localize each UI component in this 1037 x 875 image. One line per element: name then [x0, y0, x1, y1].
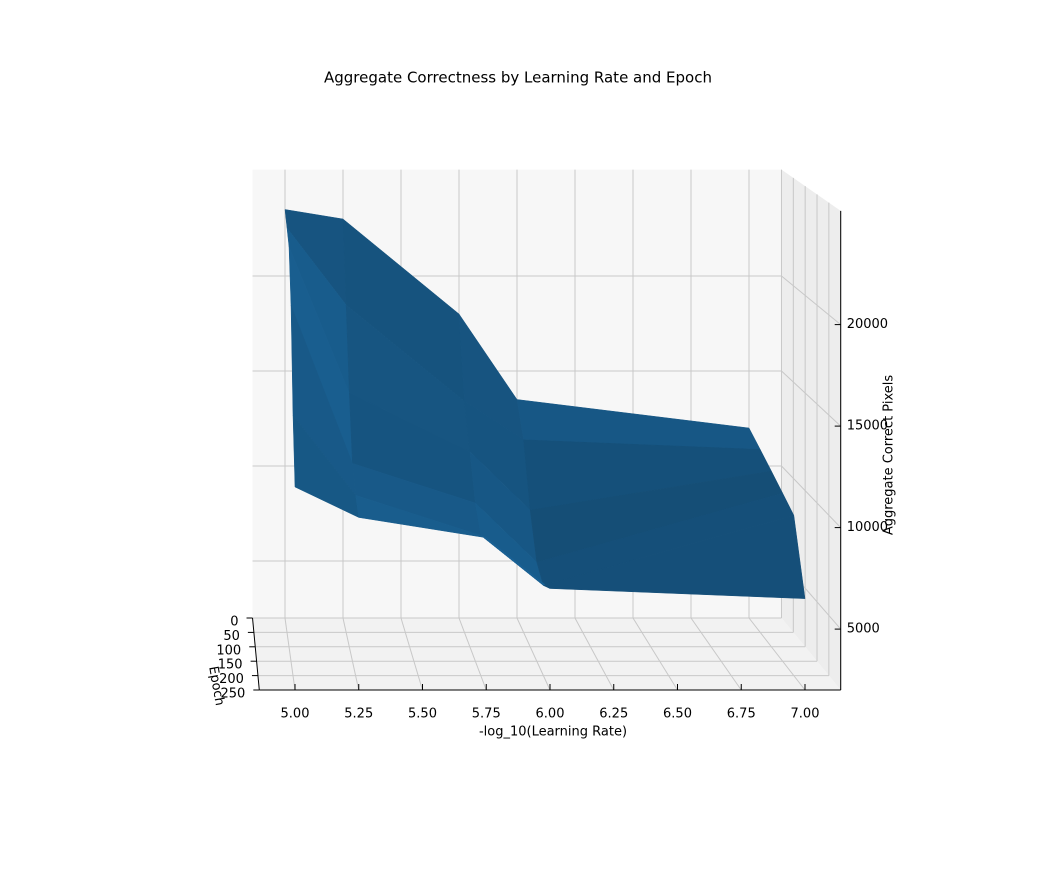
z-tick-label: 20000 — [847, 317, 888, 332]
y-tick-label: 250 — [220, 687, 245, 702]
x-axis-label: -log_10(Learning Rate) — [479, 725, 627, 740]
y-tick-label: 200 — [219, 672, 244, 687]
y-tick-label: 150 — [218, 658, 243, 673]
y-tick-label: 100 — [216, 643, 241, 658]
x-tick-label: 6.25 — [599, 707, 628, 722]
x-tick-label: 6.50 — [663, 707, 692, 722]
x-tick-label: 7.00 — [791, 707, 820, 722]
grid-line — [690, 617, 742, 691]
side-pane — [781, 169, 841, 691]
grid-line — [458, 617, 487, 691]
x-tick-label: 6.00 — [536, 707, 565, 722]
z-tick-label: 10000 — [847, 520, 888, 535]
grid-line — [574, 617, 615, 691]
x-tick-label: 5.00 — [281, 707, 310, 722]
y-tick-label: 0 — [230, 615, 238, 630]
y-axis — [252, 617, 260, 691]
grid-line — [632, 617, 678, 691]
grid-line — [516, 617, 551, 691]
x-tick-label: 6.75 — [727, 707, 756, 722]
floor-pane — [252, 618, 841, 690]
x-tick-label: 5.25 — [344, 707, 373, 722]
chart-title: Aggregate Correctness by Learning Rate a… — [324, 69, 712, 87]
y-axis-label: Epoch — [205, 665, 227, 707]
grid-line — [781, 275, 842, 325]
grid-line — [748, 617, 806, 691]
grid-line — [400, 617, 423, 691]
grid-line — [284, 617, 296, 691]
surface-face — [542, 514, 806, 599]
grid-line — [781, 465, 842, 528]
x-tick-label: 5.50 — [408, 707, 437, 722]
z-axis-label: Aggregate Correct Pixels — [882, 375, 897, 536]
y-tick-label: 50 — [223, 629, 240, 644]
z-tick-label: 15000 — [847, 419, 888, 434]
grid-line — [342, 617, 360, 691]
x-tick-label: 5.75 — [472, 707, 501, 722]
z-tick-label: 5000 — [847, 622, 880, 637]
grid-line — [781, 370, 842, 427]
